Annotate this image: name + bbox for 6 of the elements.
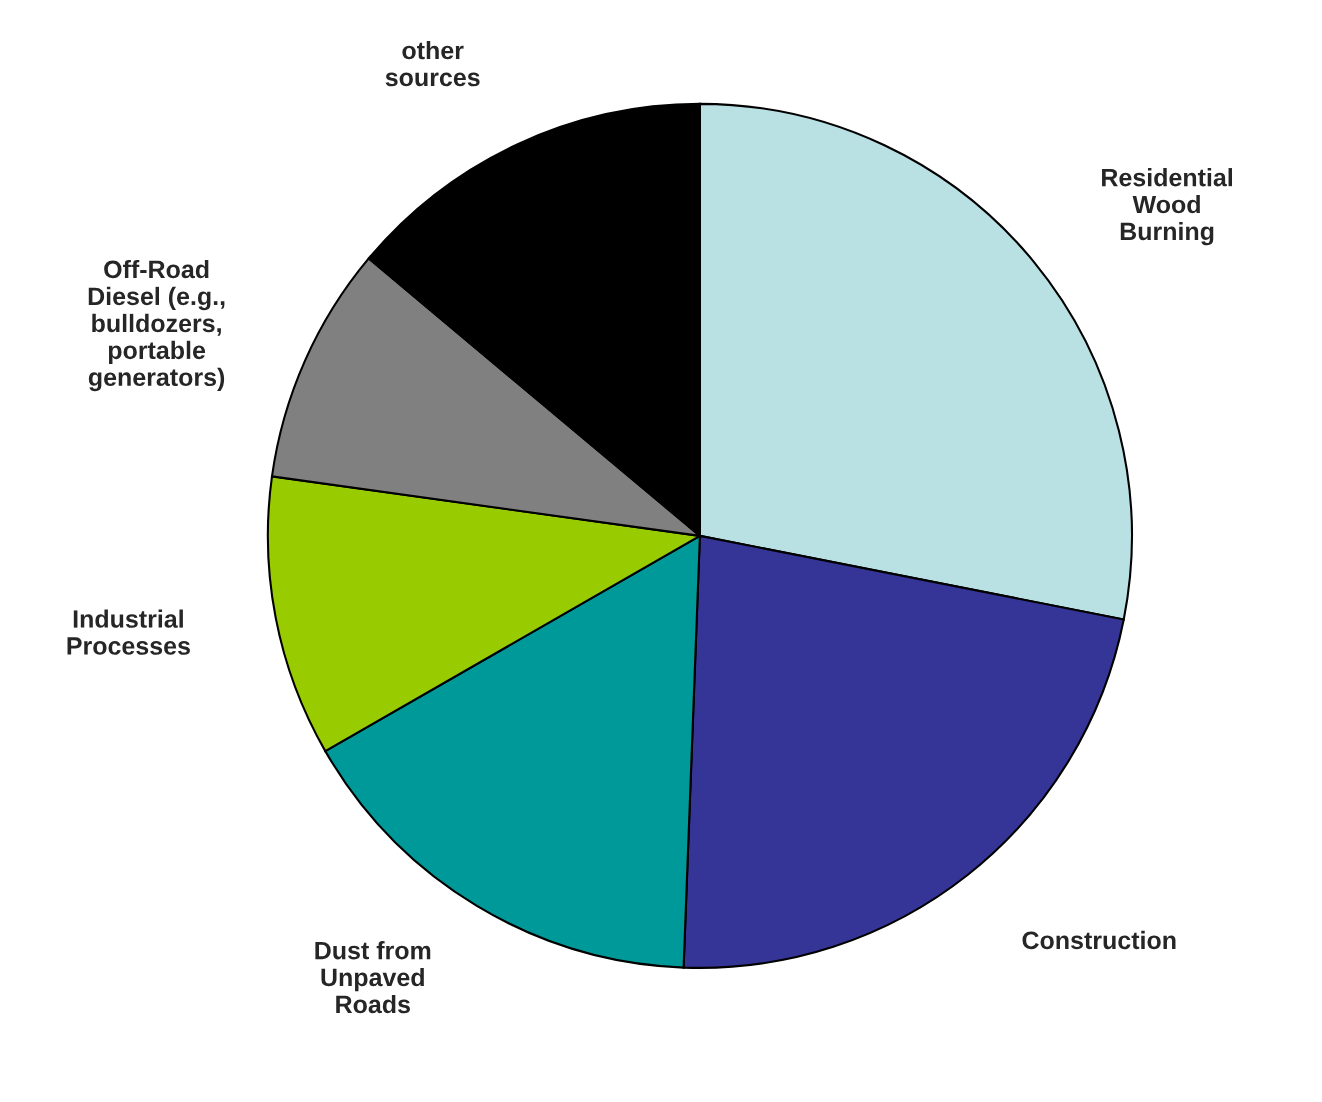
slice-label: other sources <box>385 40 480 87</box>
slice-label: Residential Wood Burning <box>1102 168 1232 246</box>
slice-label: Dust from Unpaved Roads <box>315 941 431 1014</box>
slice-label: Off-Road Diesel (e.g., bulldozers, portable generators) <box>88 259 225 392</box>
slice-label: Construction <box>1022 930 1176 950</box>
slice-label: Industrial Processes <box>67 609 190 655</box>
